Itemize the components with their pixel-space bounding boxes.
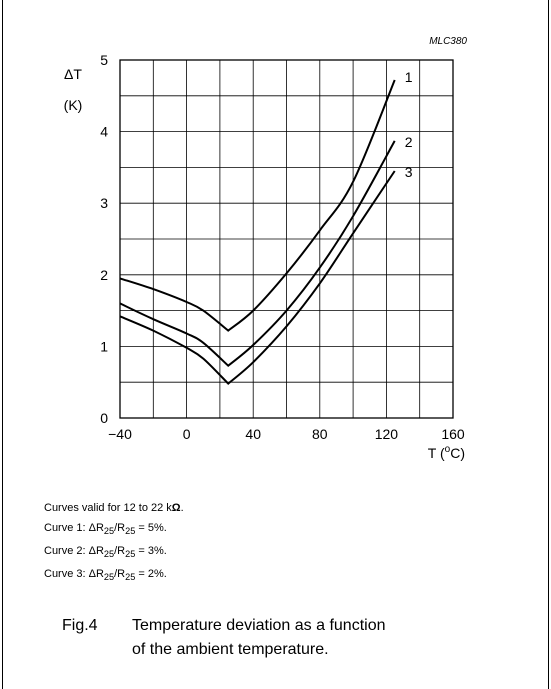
curve-labels: 1 2 3 xyxy=(405,69,413,180)
note-validity: Curves valid for 12 to 22 kΩ. xyxy=(44,502,184,514)
caption-line-1: Temperature deviation as a function xyxy=(132,617,386,634)
notes: Curves valid for 12 to 22 kΩ. Curve 1: Δ… xyxy=(44,498,184,588)
y-tick-label: 2 xyxy=(100,267,108,283)
note-curve-2: Curve 2: ΔR25/R25 = 3%. xyxy=(44,545,167,560)
curve-2 xyxy=(119,140,396,368)
y-axis-unit: (K) xyxy=(64,97,83,113)
note-curve-1: Curve 1: ΔR25/R25 = 5%. xyxy=(44,522,167,537)
x-axis-label: T (oC) xyxy=(428,444,465,461)
x-tick-label: −40 xyxy=(108,426,132,442)
curves xyxy=(119,79,396,385)
curve-label-1: 1 xyxy=(405,69,413,85)
curve-label-2: 2 xyxy=(405,134,413,150)
figure-code: MLC380 xyxy=(429,36,467,47)
plot-border xyxy=(119,59,454,419)
chart-grid xyxy=(120,60,453,418)
y-tick-label: 1 xyxy=(100,338,108,354)
figure-number: Fig.4 xyxy=(62,617,98,634)
y-tick-label: 5 xyxy=(100,52,108,68)
x-tick-label: 160 xyxy=(441,426,465,442)
x-tick-label: 40 xyxy=(245,426,261,442)
y-tick-label: 4 xyxy=(100,124,108,140)
curve-label-3: 3 xyxy=(405,164,413,180)
caption-line-2: of the ambient temperature. xyxy=(132,641,329,658)
y-axis-label: ΔT xyxy=(64,66,82,82)
curve-3 xyxy=(119,170,396,385)
x-tick-label: 0 xyxy=(183,426,191,442)
x-tick-label: 80 xyxy=(312,426,328,442)
curve-1 xyxy=(119,79,396,332)
note-curve-3: Curve 3: ΔR25/R25 = 2%. xyxy=(44,568,167,583)
y-tick-label: 0 xyxy=(100,410,108,426)
figure-caption: Fig.4 Temperature deviation as a function… xyxy=(62,614,385,662)
y-tick-label: 3 xyxy=(100,195,108,211)
x-tick-label: 120 xyxy=(375,426,399,442)
